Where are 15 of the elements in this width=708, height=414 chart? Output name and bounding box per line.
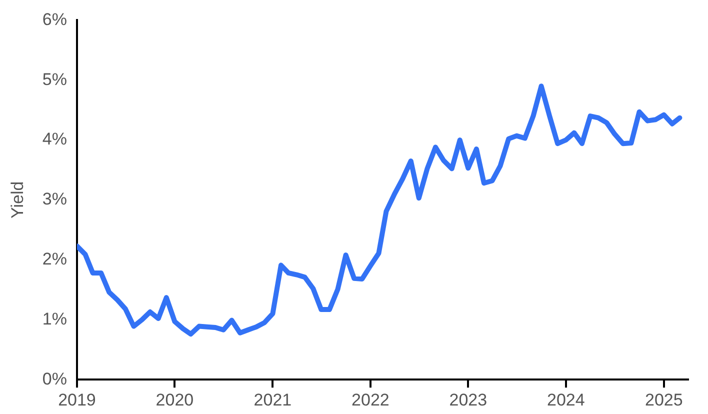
y-tick-label: 6%: [42, 10, 67, 29]
y-tick-label: 2%: [42, 249, 67, 268]
y-tick-label: 1%: [42, 309, 67, 328]
x-tick-label: 2023: [449, 390, 488, 410]
x-tick-label: 2022: [352, 390, 390, 410]
y-axis-title: Yield: [8, 181, 27, 218]
x-tick-label: 2021: [254, 390, 292, 410]
x-tick-label: 2019: [58, 390, 96, 410]
y-tick-label: 5%: [42, 70, 67, 89]
x-tick-label: 2025: [644, 390, 683, 410]
y-tick-label: 4%: [42, 130, 67, 149]
x-tick-label: 2024: [546, 390, 585, 410]
y-tick-label: 0%: [42, 369, 67, 388]
y-tick-label: 3%: [42, 190, 67, 209]
x-tick-label: 2020: [156, 390, 194, 410]
